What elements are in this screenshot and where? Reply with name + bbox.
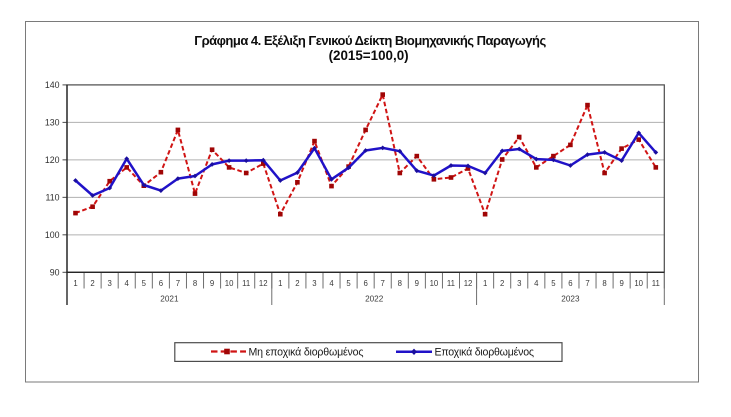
svg-text:Εποχικά διορθωμένος: Εποχικά διορθωμένος — [435, 346, 534, 358]
svg-text:10: 10 — [225, 279, 234, 288]
svg-text:9: 9 — [415, 279, 419, 288]
svg-text:7: 7 — [381, 279, 385, 288]
svg-text:100: 100 — [45, 230, 60, 240]
svg-text:120: 120 — [45, 155, 60, 165]
svg-text:90: 90 — [50, 267, 60, 277]
svg-text:1: 1 — [483, 279, 487, 288]
svg-text:2: 2 — [500, 279, 504, 288]
svg-text:6: 6 — [159, 279, 163, 288]
svg-text:110: 110 — [45, 192, 59, 202]
svg-text:Γράφημα 4. Εξέλιξη Γενικού Δεί: Γράφημα 4. Εξέλιξη Γενικού Δείκτη Βιομηχ… — [194, 33, 546, 48]
svg-text:8: 8 — [193, 279, 197, 288]
svg-text:2021: 2021 — [160, 295, 179, 304]
svg-text:5: 5 — [346, 279, 351, 288]
svg-text:12: 12 — [259, 279, 268, 288]
svg-text:7: 7 — [585, 279, 589, 288]
svg-text:11: 11 — [242, 279, 250, 288]
svg-text:4: 4 — [125, 279, 130, 288]
svg-text:3: 3 — [107, 279, 111, 288]
svg-text:2023: 2023 — [561, 295, 580, 304]
svg-text:2: 2 — [295, 279, 299, 288]
svg-text:9: 9 — [210, 279, 214, 288]
svg-text:5: 5 — [142, 279, 147, 288]
svg-text:9: 9 — [619, 279, 623, 288]
svg-text:11: 11 — [652, 279, 660, 288]
svg-text:1: 1 — [73, 279, 77, 288]
svg-text:130: 130 — [45, 117, 60, 127]
svg-text:140: 140 — [45, 80, 60, 90]
svg-text:3: 3 — [517, 279, 521, 288]
svg-text:3: 3 — [312, 279, 316, 288]
svg-text:4: 4 — [329, 279, 334, 288]
svg-text:2022: 2022 — [365, 295, 384, 304]
svg-text:6: 6 — [568, 279, 572, 288]
svg-text:Μη εποχικά διορθωμένος: Μη εποχικά διορθωμένος — [249, 346, 364, 358]
svg-text:4: 4 — [534, 279, 539, 288]
svg-text:12: 12 — [464, 279, 473, 288]
svg-text:2: 2 — [90, 279, 94, 288]
svg-text:10: 10 — [634, 279, 643, 288]
svg-text:5: 5 — [551, 279, 556, 288]
svg-text:6: 6 — [363, 279, 367, 288]
svg-text:7: 7 — [176, 279, 180, 288]
svg-text:8: 8 — [398, 279, 402, 288]
svg-text:10: 10 — [430, 279, 439, 288]
svg-text:1: 1 — [278, 279, 282, 288]
svg-text:(2015=100,0): (2015=100,0) — [329, 48, 409, 63]
svg-text:11: 11 — [447, 279, 455, 288]
svg-text:8: 8 — [602, 279, 606, 288]
